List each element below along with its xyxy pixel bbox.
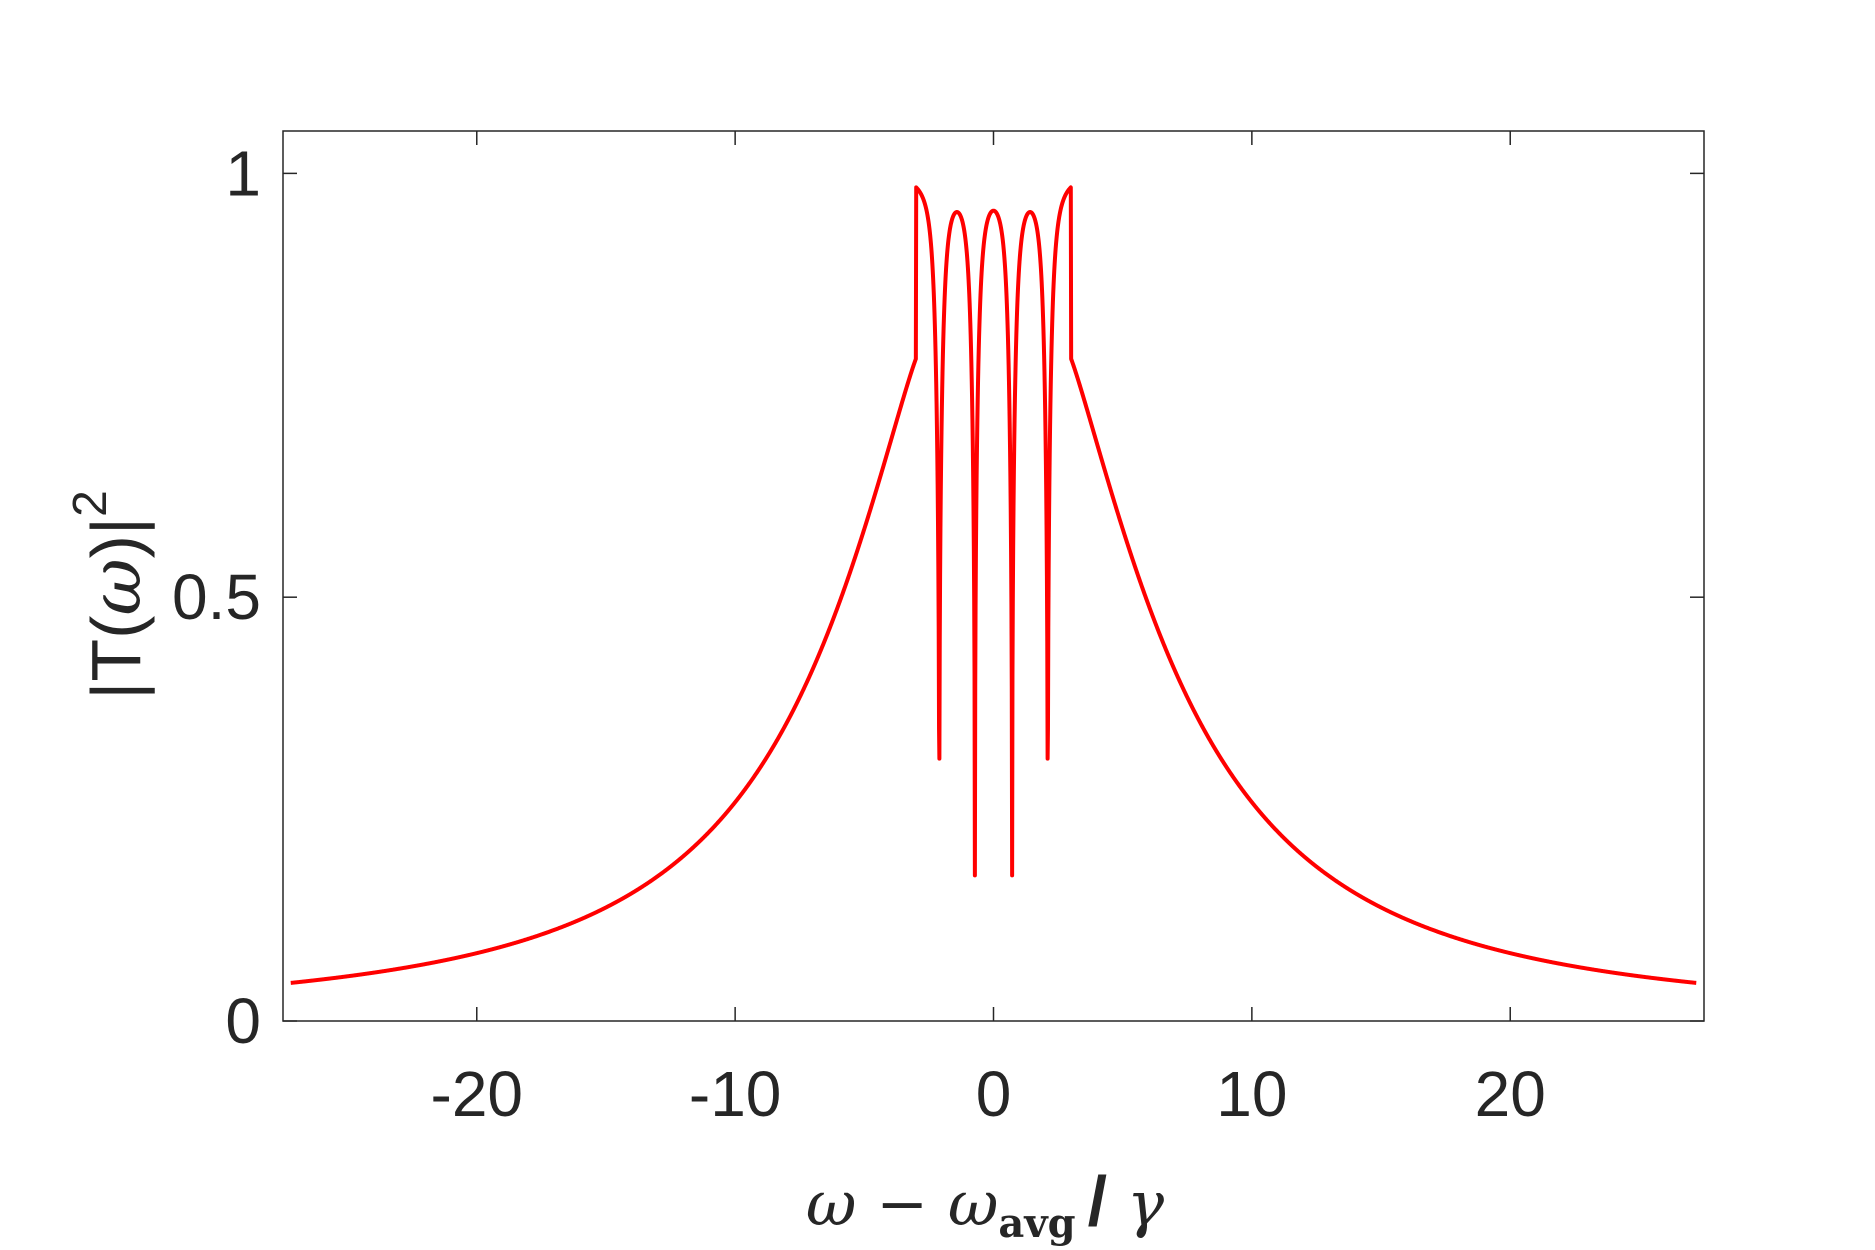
series-line-0	[289, 185, 1698, 985]
x-label-subscript: avg	[998, 1200, 1075, 1247]
ticks: -20 -10 0 10 20 0 0.5 1	[172, 130, 1705, 1130]
x-label-omega-2: ω	[948, 1167, 999, 1240]
x-tick-label: -20	[431, 1058, 524, 1130]
y-axis-label: |T(ω)|2	[64, 490, 157, 700]
y-label-prefix: |T(	[77, 616, 155, 700]
y-tick-label: 1	[225, 137, 261, 209]
y-label-omega: ω	[75, 558, 157, 615]
y-tick-label: 0.5	[172, 561, 261, 633]
plot-area	[289, 185, 1698, 985]
x-label-minus: −	[856, 1167, 947, 1240]
y-label-suffix: )|	[77, 517, 155, 559]
x-label-gamma: γ	[1127, 1167, 1165, 1240]
y-tick-label: 0	[225, 985, 261, 1057]
x-tick-label: 10	[1216, 1058, 1287, 1130]
x-tick-label: 20	[1475, 1058, 1546, 1130]
x-label-slash: /	[1088, 1162, 1107, 1240]
y-label-superscript: 2	[64, 490, 117, 517]
x-tick-label: 0	[976, 1058, 1012, 1130]
x-tick-label: -10	[689, 1058, 782, 1130]
x-label-omega: ω	[806, 1167, 857, 1240]
x-axis-label: ω − ωavg / γ	[806, 1162, 1165, 1247]
